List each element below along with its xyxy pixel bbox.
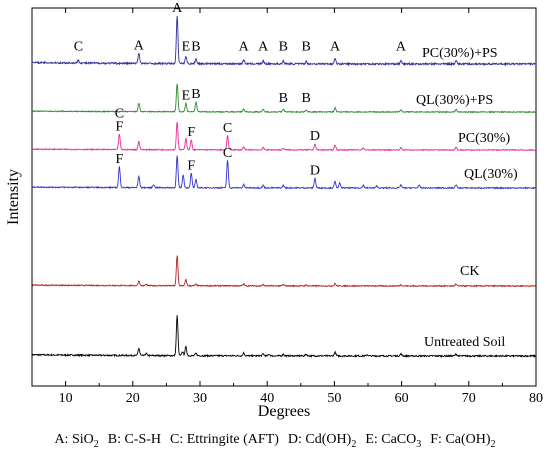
peak-annotation: A <box>172 1 183 16</box>
peak-annotation: C <box>115 107 124 122</box>
x-tick-label: 70 <box>462 391 476 406</box>
peak-annotation: F <box>115 152 123 167</box>
peak-annotation: F <box>187 125 195 140</box>
series-label: QL(30%) <box>464 167 518 182</box>
peak-annotation: F <box>187 159 195 174</box>
peak-annotation: D <box>310 163 320 178</box>
series-line <box>31 255 537 288</box>
peak-annotation: E <box>182 89 191 104</box>
y-axis-label: Intensity <box>5 169 22 225</box>
peak-annotation: A <box>134 38 145 53</box>
peak-annotation: C <box>223 146 232 161</box>
peak-annotation: B <box>302 91 311 106</box>
peak-annotation: B <box>279 39 288 54</box>
series-line <box>31 83 537 114</box>
series-line <box>31 15 537 67</box>
x-tick-label: 40 <box>260 391 274 406</box>
series-label: QL(30%)+PS <box>416 93 493 108</box>
series-label: CK <box>460 264 479 279</box>
series-label: Untreated Soil <box>424 335 505 350</box>
series-label: PC(30%) <box>458 131 510 146</box>
phase-legend: A: SiO2 B: C-S-H C: Ettringite (AFT) D: Cd(… <box>0 432 550 450</box>
peak-annotation: B <box>191 87 200 102</box>
peak-annotation: D <box>310 129 320 144</box>
x-axis-label: Degrees <box>258 403 310 420</box>
series-line <box>31 315 537 359</box>
peak-annotation: A <box>396 39 407 54</box>
peak-annotation: B <box>191 39 200 54</box>
phase-legend-item: F: Ca(OH)2 <box>430 432 496 450</box>
phase-legend-item: C: Ettringite (AFT) <box>170 432 279 447</box>
peak-annotation: A <box>330 39 341 54</box>
plot-frame <box>31 7 537 387</box>
phase-legend-item: E: CaCO3 <box>365 432 422 450</box>
peak-annotation: A <box>239 39 250 54</box>
series-label: PC(30%)+PS <box>422 46 498 61</box>
x-tick-label: 80 <box>529 391 543 406</box>
peak-annotation: B <box>279 91 288 106</box>
series-line <box>31 122 537 152</box>
phase-legend-item: D: Cd(OH)2 <box>287 432 357 450</box>
peak-annotation: C <box>223 121 232 136</box>
series-line <box>31 155 537 190</box>
x-tick-label: 30 <box>193 391 207 406</box>
peak-annotation: F <box>115 120 123 135</box>
x-tick-label: 20 <box>126 391 140 406</box>
x-tick-label: 50 <box>327 391 341 406</box>
phase-legend-item: B: C-S-H <box>107 432 162 447</box>
x-tick-label: 60 <box>395 391 409 406</box>
peak-annotation: C <box>74 39 83 54</box>
x-tick-label: 10 <box>59 391 73 406</box>
peak-annotation: A <box>258 39 269 54</box>
phase-legend-item: A: SiO2 <box>54 432 99 450</box>
peak-annotation: B <box>302 39 311 54</box>
peak-annotation: E <box>182 39 191 54</box>
